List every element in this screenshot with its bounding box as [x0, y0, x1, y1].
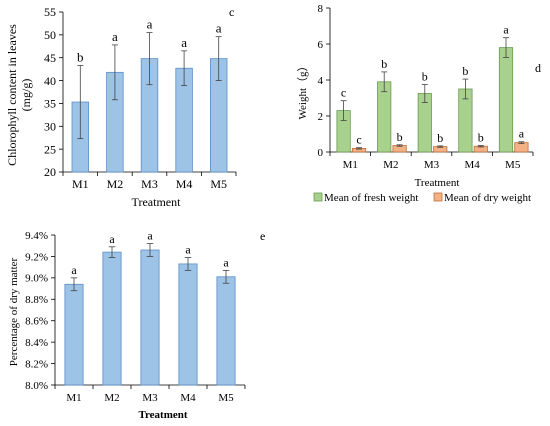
panel-letter-c: c: [229, 5, 234, 19]
chlorophyll-chart: c Chlorophyll content in leaves (mg/g) T…: [5, 5, 237, 209]
chlorophyll-ytick-label: 20: [44, 165, 56, 179]
dry-matter-significance-letter: a: [109, 232, 115, 246]
weight-ylabel: Weight（g）: [296, 61, 309, 120]
weight-ytick-label: 8: [318, 3, 324, 15]
panel-letter-d: d: [535, 61, 541, 75]
weight-significance-letter: b: [478, 131, 484, 145]
dry-matter-ytick-label: 8.4%: [25, 337, 48, 349]
weight-significance-letter: b: [381, 57, 387, 71]
legend-label-fresh: Mean of fresh weight: [324, 192, 418, 204]
chlorophyll-xlabel: Treatment: [132, 195, 182, 209]
panel-letter-e: e: [260, 229, 265, 243]
dry-matter-bar-M5: [216, 276, 236, 386]
chlorophyll-ytick-label: 35: [44, 97, 56, 111]
weight-xtick-label: M1: [343, 159, 358, 171]
chlorophyll-significance-letter: a: [216, 21, 222, 36]
weight-significance-letter: a: [503, 23, 509, 37]
weight-ytick-label: 6: [318, 39, 324, 51]
dry-matter-chart: e Percentage of dry matter Treatment 8.0…: [8, 229, 265, 421]
chlorophyll-xtick-label: M1: [72, 177, 89, 191]
weight-bar-dry-M5: [514, 142, 529, 153]
chlorophyll-xtick-label: M5: [210, 177, 227, 191]
weight-xtick-label: M4: [464, 159, 480, 171]
weight-legend: Mean of fresh weight Mean of dry weight: [313, 192, 531, 204]
weight-significance-letter: b: [437, 131, 443, 145]
weight-xtick-label: M2: [383, 159, 398, 171]
dry-matter-ytick-label: 9.0%: [25, 273, 48, 285]
dry-matter-xtick-label: M4: [180, 392, 196, 404]
chlorophyll-xtick-label: M3: [141, 177, 158, 191]
chlorophyll-significance-letter: a: [181, 35, 187, 50]
weight-ytick-label: 2: [318, 111, 324, 123]
chlorophyll-ytick-label: 25: [44, 142, 56, 156]
legend-swatch-dry: [433, 192, 443, 202]
chlorophyll-significance-letter: a: [147, 17, 153, 32]
chlorophyll-ytick-label: 30: [44, 119, 56, 133]
chlorophyll-ytick-label: 55: [44, 5, 56, 19]
weight-bar-fresh-M5: [498, 47, 514, 153]
weight-chart: d Weight（g） Treatment Mean of fresh weig…: [296, 3, 541, 204]
dry-matter-ytick-label: 9.4%: [25, 230, 48, 242]
dry-matter-ytick-label: 8.8%: [25, 294, 48, 306]
weight-ytick-label: 0: [318, 147, 324, 159]
weight-xlabel: Treatment: [415, 177, 460, 189]
dry-matter-bar-M1: [64, 283, 84, 386]
dry-matter-ylabel: Percentage of dry matter: [8, 257, 20, 366]
dry-matter-bar-M2: [102, 251, 122, 386]
weight-significance-letter: b: [397, 130, 403, 144]
chlorophyll-ytick-label: 50: [44, 28, 56, 42]
chlorophyll-significance-letter: a: [112, 29, 118, 44]
dry-matter-ytick-label: 9.2%: [25, 251, 48, 263]
weight-significance-letter: b: [462, 64, 468, 78]
weight-bar-fresh-M2: [377, 81, 392, 153]
chlorophyll-ylabel-unit: (mg/g): [19, 79, 33, 112]
dry-matter-significance-letter: a: [71, 263, 77, 277]
weight-significance-letter: c: [341, 86, 346, 100]
dry-matter-ytick-label: 8.6%: [25, 316, 48, 328]
chlorophyll-xtick-label: M2: [107, 177, 124, 191]
weight-significance-letter: c: [356, 133, 361, 147]
weight-xtick-label: M5: [505, 159, 521, 171]
legend-label-dry: Mean of dry weight: [444, 192, 531, 204]
chlorophyll-ylabel-text: Chlorophyll content in leaves: [5, 24, 19, 166]
dry-matter-bar-M4: [178, 263, 198, 386]
chlorophyll-significance-letter: b: [77, 49, 84, 64]
chlorophyll-ytick-label: 45: [44, 51, 56, 65]
dry-matter-bar-M3: [140, 249, 160, 386]
chlorophyll-ytick-label: 40: [44, 74, 56, 88]
weight-significance-letter: a: [519, 127, 525, 141]
weight-xtick-label: M3: [424, 159, 440, 171]
dry-matter-ytick-label: 8.0%: [25, 380, 48, 392]
dry-matter-ytick-label: 8.2%: [25, 358, 48, 370]
dry-matter-xtick-label: M5: [218, 392, 234, 404]
dry-matter-significance-letter: a: [147, 229, 153, 243]
dry-matter-xtick-label: M3: [142, 392, 158, 404]
chlorophyll-ylabel: Chlorophyll content in leaves (mg/g): [5, 24, 33, 166]
dry-matter-significance-letter: a: [185, 243, 191, 257]
weight-significance-letter: b: [422, 70, 428, 84]
dry-matter-xtick-label: M2: [104, 392, 119, 404]
chlorophyll-xtick-label: M4: [176, 177, 193, 191]
legend-swatch-fresh: [313, 192, 323, 202]
dry-matter-xlabel: Treatment: [138, 409, 187, 421]
weight-ytick-label: 4: [318, 75, 324, 87]
dry-matter-significance-letter: a: [223, 255, 229, 269]
dry-matter-xtick-label: M1: [66, 392, 81, 404]
